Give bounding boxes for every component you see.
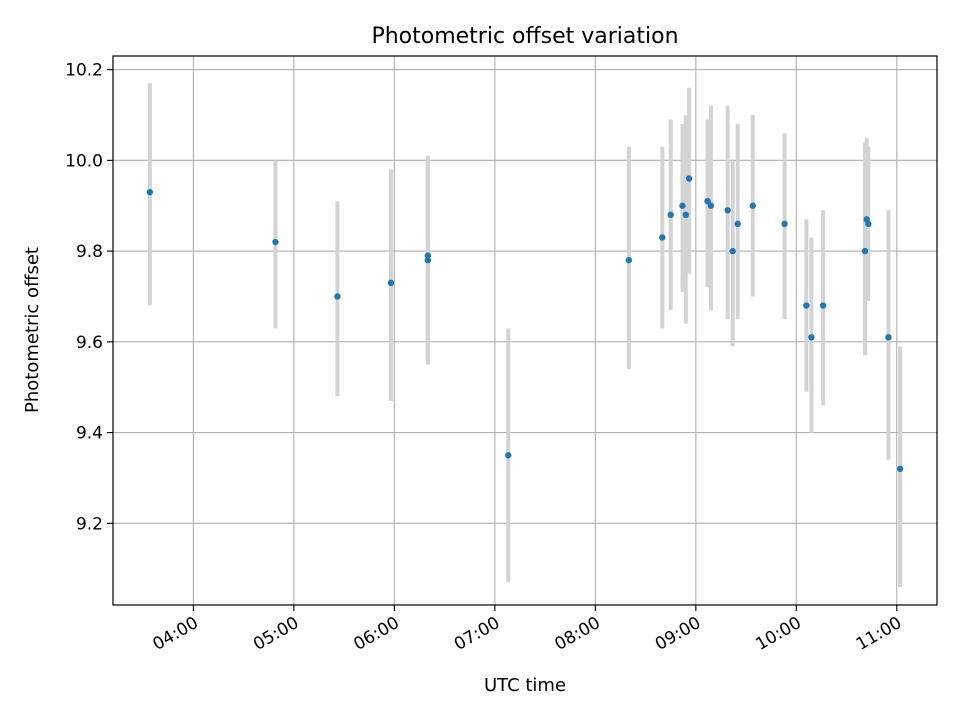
data-point: [896, 465, 904, 473]
data-point: [729, 247, 736, 255]
data-point: [803, 302, 810, 309]
data-point: [682, 211, 689, 219]
y-axis-label: Photometric offset: [22, 247, 43, 413]
y-tick-label: 9.4: [76, 424, 103, 444]
data-point: [734, 220, 741, 228]
x-axis-label: UTC time: [484, 675, 566, 696]
data-point: [146, 188, 154, 196]
data-point: [387, 279, 395, 287]
grid: [113, 56, 937, 605]
data-point: [659, 234, 666, 241]
y-tick-label: 9.6: [76, 333, 103, 353]
data-point: [819, 302, 827, 309]
data-point: [704, 197, 711, 205]
data-point: [667, 211, 674, 219]
y-tick-label: 9.2: [76, 514, 103, 534]
data-point: [625, 256, 633, 264]
data-point: [505, 452, 512, 459]
data-point: [424, 252, 432, 259]
data-point: [334, 293, 341, 300]
data-point: [885, 334, 892, 341]
data-points: [146, 175, 904, 473]
y-tick-label: 9.8: [76, 242, 103, 262]
y-tick-label: 10.2: [65, 61, 103, 81]
data-point: [861, 247, 869, 255]
data-point: [865, 220, 872, 228]
data-point: [424, 256, 432, 264]
plot-frame: [112, 55, 938, 606]
data-point: [749, 202, 756, 209]
chart-title: Photometric offset variation: [371, 24, 678, 49]
y-tick-label: 10.0: [65, 151, 103, 171]
data-point: [781, 220, 788, 228]
data-point: [272, 238, 279, 246]
data-point: [808, 334, 815, 341]
data-point: [724, 207, 731, 214]
data-point: [679, 202, 686, 209]
data-point: [685, 175, 693, 182]
data-point: [707, 202, 715, 209]
